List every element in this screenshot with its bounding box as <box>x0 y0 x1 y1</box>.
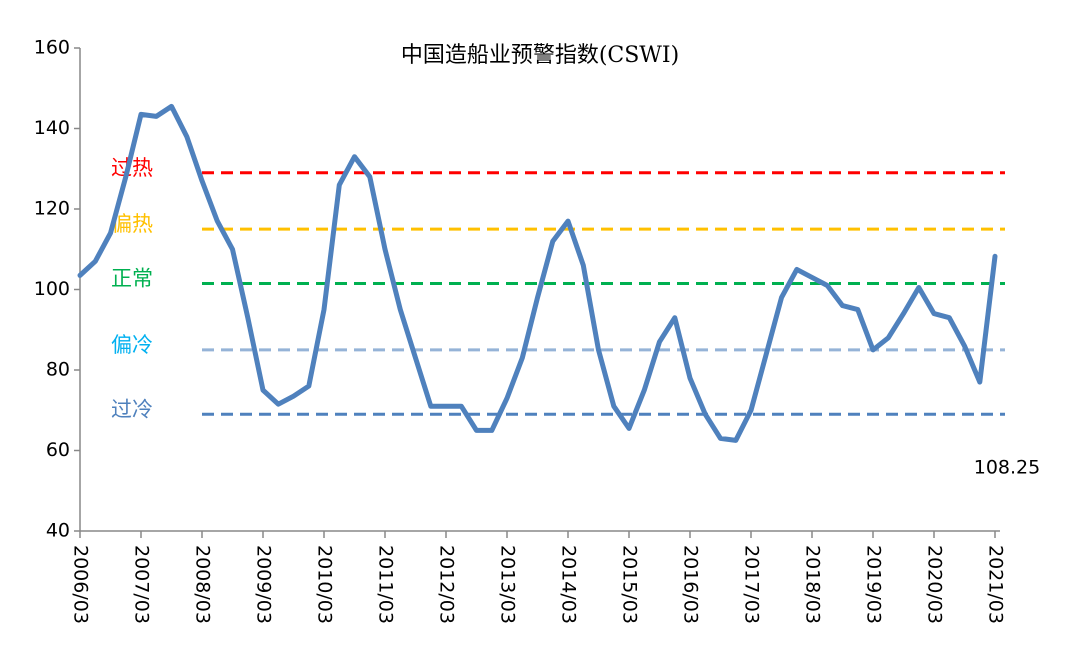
y-tick-label: 60 <box>46 439 70 461</box>
x-tick-label: 2017/03 <box>741 545 763 624</box>
y-tick-label: 40 <box>46 520 70 542</box>
x-tick-label: 2020/03 <box>924 545 946 624</box>
x-tick-label: 2015/03 <box>619 545 641 624</box>
x-tick-label: 2009/03 <box>253 545 275 624</box>
x-tick-label: 2016/03 <box>680 545 702 624</box>
x-tick-label: 2018/03 <box>802 545 824 624</box>
threshold-label: 正常 <box>111 266 153 290</box>
threshold-label: 偏热 <box>111 212 153 236</box>
threshold-label: 偏冷 <box>111 333 153 357</box>
x-tick-label: 2019/03 <box>863 545 885 624</box>
x-tick-label: 2021/03 <box>985 545 1007 624</box>
x-tick-label: 2006/03 <box>70 545 92 624</box>
x-tick-label: 2007/03 <box>131 545 153 624</box>
y-tick-label: 100 <box>34 278 70 300</box>
y-tick-label: 80 <box>46 359 70 381</box>
y-tick-label: 120 <box>34 198 70 220</box>
x-tick-label: 2014/03 <box>558 545 580 624</box>
chart-title: 中国造船业预警指数(CSWI) <box>401 43 679 68</box>
x-tick-label: 2010/03 <box>314 545 336 624</box>
x-tick-label: 2012/03 <box>436 545 458 624</box>
x-tick-label: 2008/03 <box>192 545 214 624</box>
threshold-label: 过冷 <box>111 397 153 421</box>
x-tick-label: 2013/03 <box>497 545 519 624</box>
annotation: 108.25 <box>974 457 1040 479</box>
x-tick-label: 2011/03 <box>375 545 397 624</box>
y-tick-label: 140 <box>34 117 70 139</box>
y-tick-label: 160 <box>34 37 70 59</box>
line-series <box>77 103 998 443</box>
